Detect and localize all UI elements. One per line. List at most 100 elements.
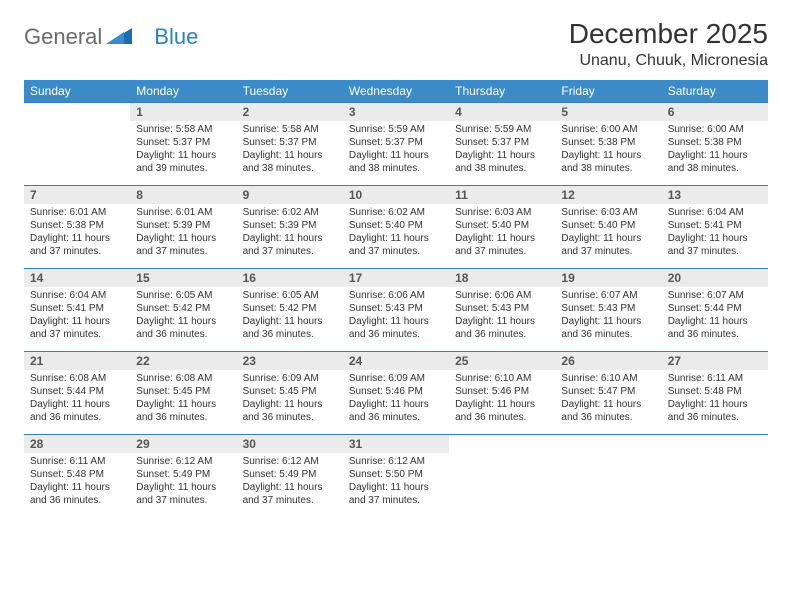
day-cell: 10Sunrise: 6:02 AMSunset: 5:40 PMDayligh… bbox=[343, 186, 449, 269]
day-number: 16 bbox=[237, 269, 343, 287]
daylight-text: Daylight: 11 hours and 37 minutes. bbox=[243, 481, 337, 507]
sunrise-text: Sunrise: 6:06 AM bbox=[455, 289, 549, 302]
day-details: Sunrise: 6:10 AMSunset: 5:46 PMDaylight:… bbox=[449, 370, 555, 434]
dow-header: Tuesday bbox=[237, 80, 343, 103]
day-number: 13 bbox=[662, 186, 768, 204]
day-cell: 30Sunrise: 6:12 AMSunset: 5:49 PMDayligh… bbox=[237, 435, 343, 518]
daylight-text: Daylight: 11 hours and 36 minutes. bbox=[349, 315, 443, 341]
sunrise-text: Sunrise: 6:12 AM bbox=[243, 455, 337, 468]
day-cell: 24Sunrise: 6:09 AMSunset: 5:46 PMDayligh… bbox=[343, 352, 449, 435]
dow-header: Wednesday bbox=[343, 80, 449, 103]
day-number: 23 bbox=[237, 352, 343, 370]
day-details: Sunrise: 6:01 AMSunset: 5:38 PMDaylight:… bbox=[24, 204, 130, 268]
day-cell: 22Sunrise: 6:08 AMSunset: 5:45 PMDayligh… bbox=[130, 352, 236, 435]
day-number: 5 bbox=[555, 103, 661, 121]
sunset-text: Sunset: 5:42 PM bbox=[136, 302, 230, 315]
daylight-text: Daylight: 11 hours and 36 minutes. bbox=[668, 398, 762, 424]
daylight-text: Daylight: 11 hours and 37 minutes. bbox=[30, 315, 124, 341]
sunset-text: Sunset: 5:50 PM bbox=[349, 468, 443, 481]
day-cell bbox=[662, 435, 768, 518]
sunrise-text: Sunrise: 6:12 AM bbox=[349, 455, 443, 468]
brand-logo: General Blue bbox=[24, 18, 198, 50]
day-number: 18 bbox=[449, 269, 555, 287]
calendar-table: Sunday Monday Tuesday Wednesday Thursday… bbox=[24, 80, 768, 517]
day-details: Sunrise: 6:12 AMSunset: 5:49 PMDaylight:… bbox=[130, 453, 236, 517]
sunset-text: Sunset: 5:41 PM bbox=[30, 302, 124, 315]
day-number: 3 bbox=[343, 103, 449, 121]
day-details: Sunrise: 6:03 AMSunset: 5:40 PMDaylight:… bbox=[555, 204, 661, 268]
sunset-text: Sunset: 5:37 PM bbox=[136, 136, 230, 149]
day-cell: 31Sunrise: 6:12 AMSunset: 5:50 PMDayligh… bbox=[343, 435, 449, 518]
sunset-text: Sunset: 5:43 PM bbox=[561, 302, 655, 315]
day-details bbox=[24, 107, 130, 165]
day-number: 30 bbox=[237, 435, 343, 453]
day-cell: 2Sunrise: 5:58 AMSunset: 5:37 PMDaylight… bbox=[237, 103, 343, 186]
daylight-text: Daylight: 11 hours and 36 minutes. bbox=[668, 315, 762, 341]
daylight-text: Daylight: 11 hours and 39 minutes. bbox=[136, 149, 230, 175]
day-details: Sunrise: 6:01 AMSunset: 5:39 PMDaylight:… bbox=[130, 204, 236, 268]
sunset-text: Sunset: 5:38 PM bbox=[561, 136, 655, 149]
day-number: 11 bbox=[449, 186, 555, 204]
week-row: 28Sunrise: 6:11 AMSunset: 5:48 PMDayligh… bbox=[24, 435, 768, 518]
sunset-text: Sunset: 5:40 PM bbox=[561, 219, 655, 232]
day-details: Sunrise: 6:02 AMSunset: 5:39 PMDaylight:… bbox=[237, 204, 343, 268]
sunrise-text: Sunrise: 6:05 AM bbox=[136, 289, 230, 302]
sunset-text: Sunset: 5:38 PM bbox=[668, 136, 762, 149]
sunset-text: Sunset: 5:46 PM bbox=[455, 385, 549, 398]
daylight-text: Daylight: 11 hours and 37 minutes. bbox=[136, 232, 230, 258]
day-details: Sunrise: 6:12 AMSunset: 5:49 PMDaylight:… bbox=[237, 453, 343, 517]
daylight-text: Daylight: 11 hours and 36 minutes. bbox=[243, 398, 337, 424]
day-number: 21 bbox=[24, 352, 130, 370]
day-details: Sunrise: 6:05 AMSunset: 5:42 PMDaylight:… bbox=[130, 287, 236, 351]
sunset-text: Sunset: 5:38 PM bbox=[30, 219, 124, 232]
daylight-text: Daylight: 11 hours and 37 minutes. bbox=[668, 232, 762, 258]
week-row: 7Sunrise: 6:01 AMSunset: 5:38 PMDaylight… bbox=[24, 186, 768, 269]
sunset-text: Sunset: 5:46 PM bbox=[349, 385, 443, 398]
week-row: 21Sunrise: 6:08 AMSunset: 5:44 PMDayligh… bbox=[24, 352, 768, 435]
day-details: Sunrise: 6:09 AMSunset: 5:46 PMDaylight:… bbox=[343, 370, 449, 434]
sunrise-text: Sunrise: 6:03 AM bbox=[561, 206, 655, 219]
dow-header: Saturday bbox=[662, 80, 768, 103]
day-cell: 20Sunrise: 6:07 AMSunset: 5:44 PMDayligh… bbox=[662, 269, 768, 352]
day-number: 31 bbox=[343, 435, 449, 453]
day-cell: 28Sunrise: 6:11 AMSunset: 5:48 PMDayligh… bbox=[24, 435, 130, 518]
day-details: Sunrise: 6:12 AMSunset: 5:50 PMDaylight:… bbox=[343, 453, 449, 517]
week-row: 1Sunrise: 5:58 AMSunset: 5:37 PMDaylight… bbox=[24, 103, 768, 186]
day-of-week-row: Sunday Monday Tuesday Wednesday Thursday… bbox=[24, 80, 768, 103]
sunrise-text: Sunrise: 6:00 AM bbox=[561, 123, 655, 136]
sunrise-text: Sunrise: 6:10 AM bbox=[455, 372, 549, 385]
dow-header: Friday bbox=[555, 80, 661, 103]
day-cell: 25Sunrise: 6:10 AMSunset: 5:46 PMDayligh… bbox=[449, 352, 555, 435]
day-number: 8 bbox=[130, 186, 236, 204]
sunset-text: Sunset: 5:39 PM bbox=[136, 219, 230, 232]
day-details: Sunrise: 5:59 AMSunset: 5:37 PMDaylight:… bbox=[449, 121, 555, 185]
day-number: 22 bbox=[130, 352, 236, 370]
day-number: 29 bbox=[130, 435, 236, 453]
day-cell: 4Sunrise: 5:59 AMSunset: 5:37 PMDaylight… bbox=[449, 103, 555, 186]
day-cell: 3Sunrise: 5:59 AMSunset: 5:37 PMDaylight… bbox=[343, 103, 449, 186]
sunset-text: Sunset: 5:49 PM bbox=[136, 468, 230, 481]
day-cell: 15Sunrise: 6:05 AMSunset: 5:42 PMDayligh… bbox=[130, 269, 236, 352]
daylight-text: Daylight: 11 hours and 36 minutes. bbox=[455, 398, 549, 424]
sunset-text: Sunset: 5:48 PM bbox=[668, 385, 762, 398]
day-number: 9 bbox=[237, 186, 343, 204]
calendar-page: General Blue December 2025 Unanu, Chuuk,… bbox=[0, 0, 792, 527]
daylight-text: Daylight: 11 hours and 36 minutes. bbox=[30, 398, 124, 424]
day-number: 27 bbox=[662, 352, 768, 370]
day-number: 15 bbox=[130, 269, 236, 287]
sunset-text: Sunset: 5:43 PM bbox=[349, 302, 443, 315]
daylight-text: Daylight: 11 hours and 37 minutes. bbox=[349, 232, 443, 258]
sunrise-text: Sunrise: 6:12 AM bbox=[136, 455, 230, 468]
month-title: December 2025 bbox=[569, 18, 768, 50]
brand-part2: Blue bbox=[154, 24, 198, 50]
sunset-text: Sunset: 5:44 PM bbox=[668, 302, 762, 315]
sunrise-text: Sunrise: 6:10 AM bbox=[561, 372, 655, 385]
day-cell: 21Sunrise: 6:08 AMSunset: 5:44 PMDayligh… bbox=[24, 352, 130, 435]
sunset-text: Sunset: 5:45 PM bbox=[136, 385, 230, 398]
day-number: 2 bbox=[237, 103, 343, 121]
day-number: 14 bbox=[24, 269, 130, 287]
day-number: 24 bbox=[343, 352, 449, 370]
day-cell: 17Sunrise: 6:06 AMSunset: 5:43 PMDayligh… bbox=[343, 269, 449, 352]
calendar-body: 1Sunrise: 5:58 AMSunset: 5:37 PMDaylight… bbox=[24, 103, 768, 518]
header: General Blue December 2025 Unanu, Chuuk,… bbox=[24, 18, 768, 70]
